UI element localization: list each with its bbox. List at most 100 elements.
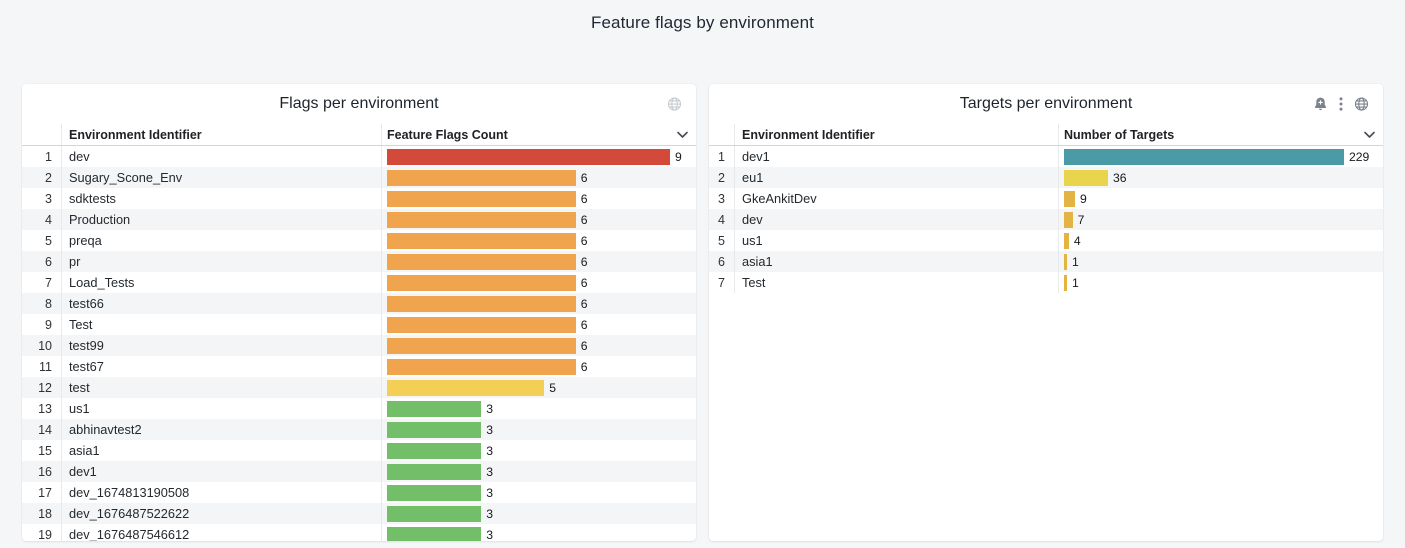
globe-icon [667,97,682,112]
value-cell: 3 [382,482,696,503]
environment-name: test99 [62,335,382,356]
panel-title[interactable]: Flags per environment [279,95,439,112]
column-header-feature-flags-count[interactable]: Feature Flags Count [387,127,508,142]
table-row: 1 dev1 229 [709,146,1383,167]
table-row: 4 Production 6 [22,209,696,230]
value-bar [387,295,576,312]
row-index: 8 [22,293,62,314]
value-cell: 229 [1059,146,1383,167]
value-bar [387,442,482,459]
environment-name: dev_1676487522622 [62,503,382,524]
environment-name: dev_1676487546612 [62,524,382,541]
table-header: Environment Identifier Feature Flags Cou… [22,124,696,146]
environment-name: pr [62,251,382,272]
row-index: 16 [22,461,62,482]
table-row: 7 Test 1 [709,272,1383,293]
row-index: 15 [22,440,62,461]
value-bar [387,253,576,270]
value-bar [387,505,482,522]
value-cell: 36 [1059,167,1383,188]
value-cell: 6 [382,167,696,188]
alert-bell-plus-icon[interactable] [1313,97,1328,112]
value-bar [1064,274,1067,291]
value-bar [387,190,576,207]
environment-name: dev_1674813190508 [62,482,382,503]
table-header: Environment Identifier Number of Targets [709,124,1383,146]
value-bar [387,400,482,417]
table-row: 2 eu1 36 [709,167,1383,188]
table-row: 17 dev_1674813190508 3 [22,482,696,503]
row-index: 9 [22,314,62,335]
table-row: 16 dev1 3 [22,461,696,482]
table-row: 10 test99 6 [22,335,696,356]
value-bar [387,148,670,165]
row-index: 2 [709,167,735,188]
value-cell: 6 [382,188,696,209]
row-index: 18 [22,503,62,524]
panel-header-icons [667,97,682,112]
value-cell: 3 [382,440,696,461]
value-bar [387,484,482,501]
environment-name: us1 [62,398,382,419]
value-label: 229 [1349,149,1370,164]
value-bar [1064,190,1075,207]
row-index: 1 [709,146,735,167]
value-label: 6 [580,170,588,185]
row-index: 1 [22,146,62,167]
value-bar [387,463,482,480]
value-label: 3 [486,401,494,416]
panel-title[interactable]: Targets per environment [959,95,1133,112]
value-bar [1064,148,1344,165]
environment-name: Load_Tests [62,272,382,293]
environment-name: Production [62,209,382,230]
chevron-down-icon[interactable] [677,131,688,138]
table-row: 5 preqa 6 [22,230,696,251]
table-row: 4 dev 7 [709,209,1383,230]
value-cell: 6 [382,272,696,293]
value-bar [1064,211,1073,228]
value-cell: 1 [1059,272,1383,293]
value-bar [387,232,576,249]
table-row: 1 dev 9 [22,146,696,167]
row-index: 6 [709,251,735,272]
value-bar [387,358,576,375]
environment-name: Test [735,272,1059,293]
row-index: 19 [22,524,62,541]
environment-name: dev [735,209,1059,230]
panel-flags-per-environment: Flags per environment Environment Identi… [22,84,696,541]
targets-table: Environment Identifier Number of Targets… [709,124,1383,541]
row-index: 7 [709,272,735,293]
environment-name: sdktests [62,188,382,209]
kebab-menu-icon[interactable] [1339,97,1343,112]
table-row: 5 us1 4 [709,230,1383,251]
value-cell: 4 [1059,230,1383,251]
value-cell: 6 [382,356,696,377]
environment-name: asia1 [62,440,382,461]
value-bar [387,337,576,354]
row-index: 13 [22,398,62,419]
environment-name: abhinavtest2 [62,419,382,440]
value-cell: 3 [382,503,696,524]
table-row: 11 test67 6 [22,356,696,377]
value-label: 3 [486,422,494,437]
row-index: 11 [22,356,62,377]
value-label: 7 [1077,212,1085,227]
table-body: 1 dev 9 2 Sugary_Scone_Env 6 3 sdktests 6 4 Produc… [22,146,696,541]
value-bar [387,421,482,438]
environment-name: test [62,377,382,398]
value-label: 1 [1072,254,1079,269]
column-header-environment-identifier[interactable]: Environment Identifier [69,127,202,142]
value-label: 6 [580,233,588,248]
environment-name: eu1 [735,167,1059,188]
value-cell: 3 [382,461,696,482]
value-label: 6 [580,275,588,290]
column-header-environment-identifier[interactable]: Environment Identifier [742,127,875,142]
row-index: 12 [22,377,62,398]
value-bar [1064,169,1108,186]
value-cell: 6 [382,314,696,335]
column-header-number-of-targets[interactable]: Number of Targets [1064,127,1175,142]
panel-header: Targets per environment [709,84,1383,124]
table-row: 15 asia1 3 [22,440,696,461]
chevron-down-icon[interactable] [1364,131,1375,138]
value-label: 1 [1072,275,1079,290]
